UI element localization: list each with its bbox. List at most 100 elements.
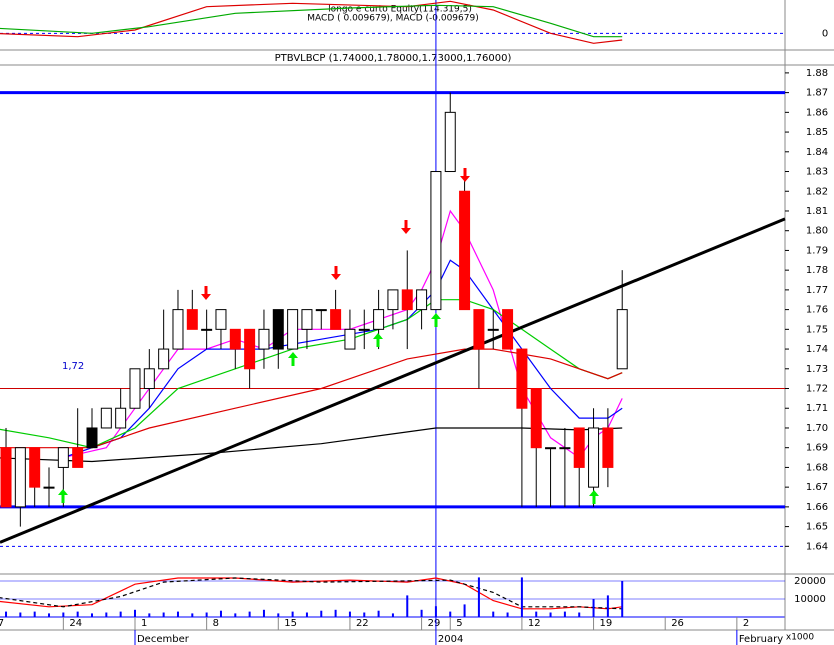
volume-bar	[621, 581, 624, 617]
candle-body	[416, 289, 428, 311]
volume-bar	[606, 595, 609, 617]
x-tick-label: 8	[213, 618, 219, 629]
volume-bar	[33, 611, 36, 617]
volume-bar	[148, 613, 151, 617]
y-tick-label: 1.83	[806, 167, 828, 178]
volume-bar	[434, 606, 437, 617]
y-tick-label: 1.64	[806, 541, 828, 552]
volume-bar	[420, 609, 423, 617]
volume-bar	[463, 604, 466, 617]
volume-bar	[520, 577, 523, 617]
candle-body	[29, 447, 41, 488]
macd-title: longo e curto Equity(114.319,5)	[328, 5, 472, 15]
candle-body	[358, 328, 370, 331]
chart-title: PTBVLBCP (1.74000,1.78000,1.73000,1.7600…	[275, 53, 512, 64]
volume-bar	[449, 611, 452, 617]
series-line	[0, 348, 623, 449]
candle-body	[244, 328, 256, 370]
y-tick-label: 1.75	[806, 324, 828, 335]
unit-label: x1000	[786, 633, 815, 643]
candle-body	[0, 447, 12, 508]
candle-body	[545, 447, 557, 450]
y-tick-label: 10000	[794, 594, 826, 605]
y-tick-label: 1.85	[806, 127, 828, 138]
volume-bar	[234, 613, 237, 617]
candle-body	[487, 328, 499, 331]
volume-bar	[119, 611, 122, 617]
y-tick-label: 1.84	[806, 147, 828, 158]
candle-body	[459, 190, 471, 311]
y-tick-label: 0	[822, 28, 828, 39]
volume-bar	[535, 611, 538, 617]
candle-body	[215, 309, 227, 330]
y-tick-label: 1.87	[806, 88, 828, 99]
y-tick-label: 1.68	[806, 462, 828, 473]
candle-body	[258, 328, 270, 350]
candle-body	[186, 309, 198, 330]
volume-bar	[176, 611, 179, 617]
candle-body	[588, 427, 600, 488]
candle-body	[143, 368, 155, 390]
series-line	[0, 4, 623, 38]
candle-body	[43, 486, 55, 489]
x-tick-label: 7	[0, 618, 4, 629]
candle-body	[158, 348, 170, 370]
volume-bar	[305, 612, 308, 617]
y-tick-label: 1.70	[806, 423, 828, 434]
volume-bar	[19, 612, 22, 617]
candle-body	[559, 447, 571, 450]
candle-body	[301, 309, 313, 330]
series-line	[0, 577, 623, 610]
y-tick-label: 1.76	[806, 305, 828, 316]
x-tick-label: 29	[428, 618, 441, 629]
candle-body	[201, 328, 213, 331]
y-tick-label: 1.72	[806, 384, 828, 395]
volume-bar	[492, 611, 495, 617]
volume-bar	[76, 611, 79, 617]
y-tick-label: 1.78	[806, 265, 828, 276]
candle-body	[287, 309, 299, 350]
volume-bar	[205, 612, 208, 617]
volume-bar	[62, 612, 65, 617]
macd-legend: MACD ( 0.009679), MACD (-0.009679)	[307, 14, 478, 24]
volume-bar	[563, 611, 566, 617]
candle-body	[502, 309, 514, 350]
month-label: February	[739, 634, 783, 645]
x-tick-label: 26	[671, 618, 684, 629]
series-line	[0, 427, 623, 463]
candle-body	[72, 447, 84, 468]
volume-bar	[291, 611, 294, 617]
candle-body	[616, 309, 628, 370]
candle-body	[86, 427, 98, 449]
volume-bar	[348, 611, 351, 617]
volume-bar	[248, 611, 251, 617]
y-tick-label: 20000	[794, 576, 826, 587]
y-tick-label: 1.71	[806, 403, 828, 414]
x-tick-label: 2	[743, 618, 749, 629]
y-tick-label: 1.74	[806, 344, 828, 355]
volume-bar	[219, 610, 222, 617]
candle-body	[57, 447, 69, 468]
volume-bar	[334, 609, 337, 617]
y-tick-label: 1.77	[806, 285, 828, 296]
trend-line	[0, 217, 786, 544]
candle-body	[229, 328, 241, 350]
volume-bar	[320, 610, 323, 617]
month-label: 2004	[438, 634, 463, 645]
candle-body	[430, 171, 442, 311]
y-tick-label: 1.66	[806, 502, 828, 513]
y-tick-label: 1.82	[806, 186, 828, 197]
candle-body	[14, 447, 26, 508]
volume-bar	[277, 613, 280, 617]
volume-bar	[105, 612, 108, 617]
candle-body	[401, 289, 413, 311]
volume-bar	[549, 612, 552, 617]
x-tick-label: 1	[141, 618, 147, 629]
volume-bar	[391, 613, 394, 617]
y-tick-label: 1.86	[806, 107, 828, 118]
x-tick-label: 19	[600, 618, 613, 629]
candle-body	[444, 111, 456, 173]
candle-body	[344, 328, 356, 350]
volume-bar	[578, 612, 581, 617]
volume-bar	[133, 609, 136, 617]
